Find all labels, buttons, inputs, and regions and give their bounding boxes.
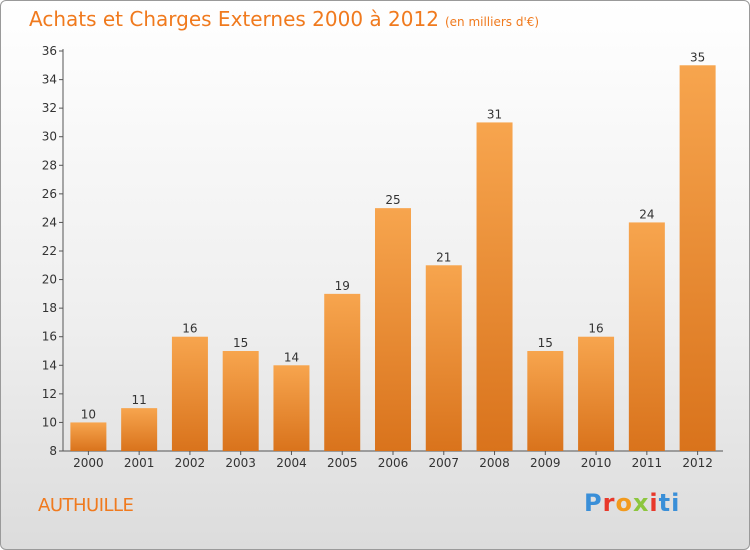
bar	[527, 351, 564, 451]
chart-bars: 10 11 16 15 14 19 25 21 31 15 16 24 35	[70, 50, 716, 452]
bar-value-label: 21	[436, 250, 451, 264]
bar-value-label: 31	[487, 107, 502, 121]
y-tick-label: 10	[42, 415, 57, 429]
bar	[70, 422, 107, 451]
bar	[476, 122, 513, 451]
chart-subtitle: (en milliers d'€)	[444, 15, 540, 29]
y-tick-label: 36	[42, 44, 57, 58]
bar	[171, 336, 208, 451]
logo-letter: i	[649, 489, 659, 517]
bar	[273, 365, 310, 451]
x-tick-label: 2000	[73, 456, 104, 470]
bar	[425, 265, 462, 451]
bar-value-label: 14	[284, 350, 299, 364]
bar-value-label: 25	[385, 193, 400, 207]
y-tick-label: 24	[42, 215, 57, 229]
y-tick-label: 12	[42, 387, 57, 401]
bar-value-label: 10	[81, 407, 96, 421]
chart-axes: 8 10 12 14 16 18 20 22 24 26 28 30 32 34 36 2000 2001 200…	[42, 44, 723, 470]
y-tick-label: 14	[42, 358, 57, 372]
bar-value-label: 19	[335, 279, 350, 293]
proxiti-logo[interactable]: Proxiti	[584, 489, 680, 517]
x-tick-label: 2009	[530, 456, 561, 470]
bar	[375, 208, 411, 451]
y-tick-label: 28	[42, 158, 57, 172]
bar	[578, 336, 615, 451]
logo-letter: r	[602, 489, 616, 517]
y-tick-label: 18	[42, 301, 57, 315]
x-tick-label: 2006	[378, 456, 409, 470]
logo-letter: o	[615, 489, 633, 517]
y-tick-label: 16	[42, 330, 57, 344]
x-tick-label: 2007	[428, 456, 459, 470]
bar-value-label: 15	[538, 336, 553, 350]
y-tick-label: 20	[42, 273, 57, 287]
x-tick-label: 2002	[175, 456, 206, 470]
y-tick-label: 22	[42, 244, 57, 258]
bar-value-label: 11	[132, 393, 147, 407]
x-tick-label: 2005	[327, 456, 358, 470]
x-tick-label: 2001	[124, 456, 155, 470]
x-tick-label: 2011	[632, 456, 663, 470]
y-tick-label: 8	[49, 444, 57, 458]
logo-letter: ti	[658, 489, 681, 517]
bar-value-label: 35	[690, 50, 705, 64]
logo-letter: x	[632, 489, 650, 517]
y-tick-label: 26	[42, 187, 57, 201]
x-tick-label: 2004	[276, 456, 307, 470]
commune-name: AUTHUILLE	[38, 495, 134, 516]
x-tick-label: 2003	[225, 456, 256, 470]
y-tick-label: 30	[42, 130, 57, 144]
bar-value-label: 24	[639, 207, 654, 221]
bar-value-label: 16	[182, 322, 197, 336]
bar	[222, 351, 259, 451]
y-tick-label: 34	[42, 73, 57, 87]
bar-value-label: 16	[588, 322, 603, 336]
chart-title-text: Achats et Charges Externes 2000 à 2012	[29, 7, 439, 31]
x-tick-label: 2010	[581, 456, 612, 470]
bar-value-label: 15	[233, 336, 248, 350]
bar	[324, 293, 361, 451]
bar	[628, 222, 665, 451]
bar	[679, 65, 716, 452]
logo-letter: P	[584, 489, 603, 517]
x-tick-label: 2012	[682, 456, 713, 470]
y-tick-label: 32	[42, 101, 57, 115]
bar	[121, 408, 158, 451]
chart-title: Achats et Charges Externes 2000 à 2012 (e…	[29, 7, 539, 31]
x-tick-label: 2008	[479, 456, 510, 470]
